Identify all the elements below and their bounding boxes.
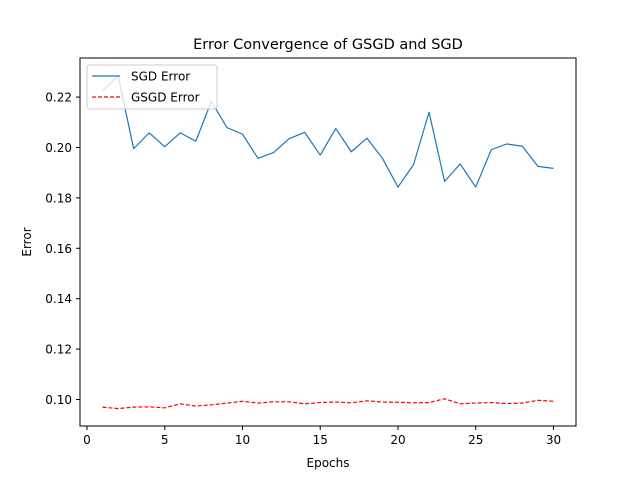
x-tick-label: 20 <box>390 433 405 447</box>
y-tick-label: 0.22 <box>45 91 72 105</box>
legend: SGD Error GSGD Error <box>86 64 218 110</box>
y-tick-label: 0.10 <box>45 393 72 407</box>
y-tick-label: 0.14 <box>45 292 72 306</box>
y-tick-label: 0.18 <box>45 191 72 205</box>
series-line-1 <box>102 75 554 188</box>
x-tick-label: 5 <box>161 433 169 447</box>
series-line-2 <box>102 398 554 410</box>
x-tick-label: 0 <box>83 433 91 447</box>
y-axis-label: Error <box>20 227 34 256</box>
x-tick-label: 25 <box>468 433 483 447</box>
legend-label-2: GSGD Error <box>131 91 200 105</box>
chart-title: Error Convergence of GSGD and SGD <box>193 37 463 53</box>
plot-frame <box>79 57 577 427</box>
plot-area <box>102 75 554 410</box>
x-tick-label: 15 <box>313 433 328 447</box>
x-tick-label: 10 <box>235 433 250 447</box>
x-axis: 0 5 10 15 20 25 30 <box>83 426 561 447</box>
y-tick-label: 0.16 <box>45 242 72 256</box>
x-axis-label: Epochs <box>307 456 350 470</box>
y-axis: 0.10 0.12 0.14 0.16 0.18 0.20 0.22 <box>45 91 80 407</box>
y-tick-label: 0.20 <box>45 141 72 155</box>
x-tick-label: 30 <box>546 433 561 447</box>
legend-label-1: SGD Error <box>131 70 190 84</box>
y-tick-label: 0.12 <box>45 343 72 357</box>
